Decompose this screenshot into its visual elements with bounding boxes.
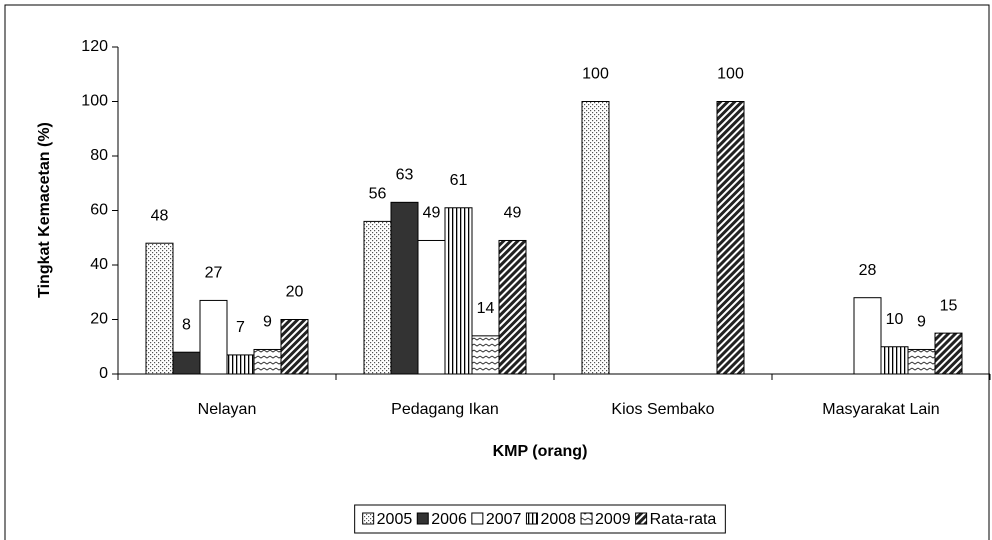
x-tick-label: Kios Sembako bbox=[611, 401, 714, 418]
data-label: 28 bbox=[859, 262, 877, 279]
legend-swatch bbox=[580, 512, 593, 525]
x-tick-label: Pedagang Ikan bbox=[391, 401, 499, 418]
x-axis-title: KMP (orang) bbox=[493, 443, 588, 460]
legend-swatch bbox=[416, 512, 429, 525]
legend-swatch bbox=[362, 512, 375, 525]
bar bbox=[907, 348, 936, 375]
bar bbox=[444, 207, 473, 375]
bar bbox=[390, 201, 419, 375]
data-label: 63 bbox=[396, 167, 414, 184]
y-tick-label: 80 bbox=[90, 147, 108, 164]
data-label: 7 bbox=[236, 319, 245, 336]
bar bbox=[880, 346, 909, 375]
data-label: 9 bbox=[917, 314, 926, 331]
data-label: 48 bbox=[151, 207, 169, 224]
data-label: 15 bbox=[940, 297, 958, 314]
bar bbox=[581, 101, 610, 375]
legend-label: 2009 bbox=[595, 511, 631, 528]
legend-label: Rata-rata bbox=[650, 511, 717, 528]
bar bbox=[172, 351, 201, 375]
legend-box bbox=[354, 504, 726, 534]
bar bbox=[934, 332, 963, 375]
bar bbox=[253, 348, 282, 375]
bar bbox=[498, 239, 527, 375]
legend-label: 2007 bbox=[486, 511, 522, 528]
data-label: 9 bbox=[263, 314, 272, 331]
bar bbox=[199, 299, 228, 375]
y-tick-label: 100 bbox=[81, 93, 108, 110]
data-label: 14 bbox=[477, 300, 495, 317]
bar bbox=[280, 319, 309, 375]
bar bbox=[145, 242, 174, 375]
data-label: 49 bbox=[504, 205, 522, 222]
data-label: 20 bbox=[286, 284, 304, 301]
bar bbox=[363, 220, 392, 375]
data-label: 27 bbox=[205, 265, 223, 282]
x-tick-label: Masyarakat Lain bbox=[822, 401, 939, 418]
y-tick-label: 0 bbox=[99, 365, 108, 382]
y-tick-label: 60 bbox=[90, 202, 108, 219]
bar bbox=[716, 101, 745, 375]
legend-label: 2006 bbox=[431, 511, 467, 528]
legend-label: 2005 bbox=[377, 511, 413, 528]
legend-label: 2008 bbox=[540, 511, 576, 528]
data-label: 10 bbox=[886, 311, 904, 328]
data-label: 8 bbox=[182, 316, 191, 333]
data-label: 61 bbox=[450, 172, 468, 189]
chart-border bbox=[4, 4, 990, 540]
legend-swatch bbox=[525, 512, 538, 525]
data-label: 100 bbox=[582, 66, 609, 83]
legend-swatch bbox=[635, 512, 648, 525]
y-tick-label: 40 bbox=[90, 256, 108, 273]
y-axis-title: Tingkat Kemacetan (%) bbox=[36, 122, 53, 298]
legend-swatch bbox=[471, 512, 484, 525]
bar bbox=[471, 335, 500, 375]
bar bbox=[226, 354, 255, 375]
bar bbox=[853, 297, 882, 375]
data-label: 56 bbox=[369, 186, 387, 203]
bar bbox=[417, 239, 446, 375]
x-tick-label: Nelayan bbox=[198, 401, 257, 418]
y-tick-label: 20 bbox=[90, 311, 108, 328]
data-label: 49 bbox=[423, 205, 441, 222]
data-label: 100 bbox=[717, 66, 744, 83]
y-tick-label: 120 bbox=[81, 38, 108, 55]
